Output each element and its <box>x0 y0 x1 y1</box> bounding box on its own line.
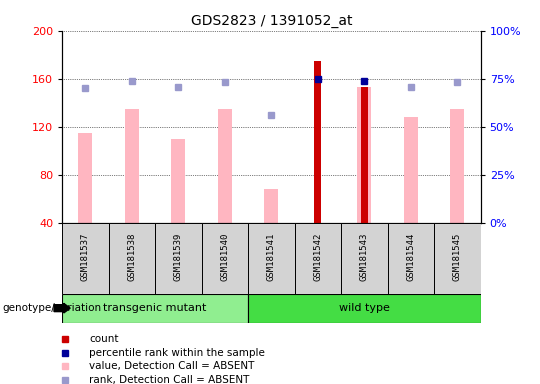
Text: GSM181543: GSM181543 <box>360 233 369 281</box>
Text: genotype/variation: genotype/variation <box>3 303 102 313</box>
Text: value, Detection Call = ABSENT: value, Detection Call = ABSENT <box>89 361 254 371</box>
Text: wild type: wild type <box>339 303 390 313</box>
Bar <box>265 189 278 223</box>
Bar <box>171 139 185 223</box>
Text: GSM181544: GSM181544 <box>407 233 415 281</box>
Bar <box>62 294 248 323</box>
Text: rank, Detection Call = ABSENT: rank, Detection Call = ABSENT <box>89 374 249 384</box>
Text: GSM181537: GSM181537 <box>81 233 90 281</box>
Bar <box>434 223 481 294</box>
Bar <box>357 87 372 223</box>
Text: GSM181541: GSM181541 <box>267 233 276 281</box>
Bar <box>388 223 434 294</box>
Bar <box>218 109 232 223</box>
Bar <box>62 223 109 294</box>
Bar <box>361 87 368 223</box>
Bar <box>78 133 92 223</box>
Bar <box>450 109 464 223</box>
Bar <box>248 294 481 323</box>
Text: GSM181540: GSM181540 <box>220 233 230 281</box>
Text: GSM181545: GSM181545 <box>453 233 462 281</box>
Title: GDS2823 / 1391052_at: GDS2823 / 1391052_at <box>191 14 352 28</box>
Bar <box>201 223 248 294</box>
Text: GSM181539: GSM181539 <box>174 233 183 281</box>
Text: GSM181542: GSM181542 <box>313 233 322 281</box>
Bar <box>404 117 418 223</box>
Text: count: count <box>89 334 119 344</box>
Bar <box>125 109 139 223</box>
Text: transgenic mutant: transgenic mutant <box>104 303 207 313</box>
Bar <box>341 223 388 294</box>
Text: GSM181538: GSM181538 <box>127 233 136 281</box>
Bar <box>295 223 341 294</box>
Text: percentile rank within the sample: percentile rank within the sample <box>89 348 265 358</box>
Bar <box>314 61 321 223</box>
Bar <box>155 223 201 294</box>
Bar <box>109 223 155 294</box>
Bar <box>248 223 295 294</box>
